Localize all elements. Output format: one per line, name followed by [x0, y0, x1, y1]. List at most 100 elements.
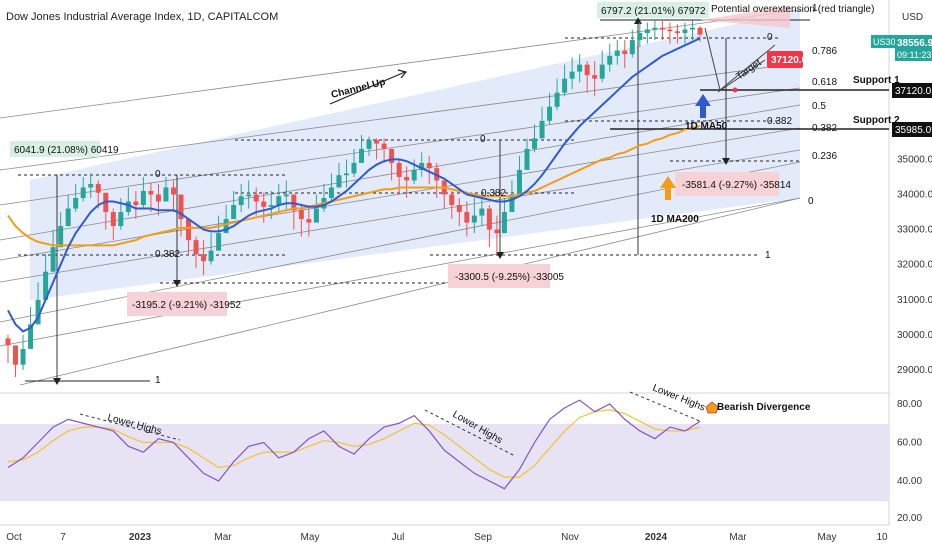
- candle-body: [95, 183, 101, 193]
- candle-body: [65, 208, 71, 227]
- candle-body: [80, 187, 86, 199]
- time-axis-ticks: Oct 7 2023 Mar May Jul Sep Nov 2024 Mar May 10: [6, 532, 888, 543]
- fib-mid-0382: 0.382: [481, 188, 506, 199]
- ma50-label: 1D MA50: [685, 121, 728, 132]
- candle-body: [396, 162, 402, 177]
- ticker-symbol-box[interactable]: [871, 35, 895, 48]
- candle-body: [231, 205, 237, 220]
- candle-body: [426, 162, 432, 169]
- candle-body: [140, 190, 146, 206]
- candle-body: [50, 247, 56, 272]
- candle-body: [5, 338, 11, 346]
- candle-body: [343, 173, 349, 176]
- fib-right-0236: 0.236: [812, 151, 837, 162]
- candle-body: [336, 175, 342, 188]
- rsi-band: [0, 424, 889, 501]
- price-tick-label: 33000.0: [897, 225, 932, 236]
- candle-body: [238, 196, 244, 206]
- candle-body: [201, 254, 207, 262]
- target-dot: [732, 87, 738, 93]
- ticker-countdown: 09:11:23: [897, 50, 931, 60]
- arrow-heads: [53, 17, 730, 385]
- right-drop-label: -3581.4 (-9.27%) -35814: [682, 180, 791, 191]
- time-tick-label: May: [818, 532, 837, 543]
- candle-body: [652, 27, 658, 30]
- fib-right-0786: 0.786: [812, 46, 837, 57]
- left-drop-box: [127, 292, 227, 316]
- time-tick-label: Mar: [729, 532, 747, 543]
- candle-body: [471, 215, 477, 223]
- marker-37120: 37120.0: [895, 86, 932, 97]
- price-tick-label: 32000.0: [897, 260, 932, 271]
- currency-label: USD: [902, 12, 923, 23]
- right-drop-box: [675, 172, 779, 196]
- mid-measure-label: -3300.5 (-9.25%) -33005: [455, 272, 564, 283]
- candle-body: [359, 148, 365, 163]
- candle-body: [562, 78, 568, 93]
- candle-body: [501, 212, 507, 234]
- support2-label: Support 2: [853, 115, 900, 126]
- chart-title: Dow Jones Industrial Average Index, 1D, …: [6, 11, 278, 23]
- time-tick-label: 7: [60, 532, 66, 543]
- candle-body: [464, 212, 470, 223]
- candle-body: [186, 219, 192, 241]
- bearish-divergence-icon: [705, 401, 719, 414]
- candle-body: [584, 64, 590, 76]
- target-arrow: [717, 59, 766, 93]
- projection-path: [704, 27, 776, 91]
- time-tick-label: 10: [876, 532, 888, 543]
- candle-body: [28, 324, 34, 349]
- rsi-tick-label: 40.00: [897, 476, 922, 487]
- candle-body: [667, 29, 673, 32]
- candle-body: [569, 71, 575, 79]
- candle-body: [389, 148, 395, 163]
- candle-body: [328, 187, 334, 199]
- candle-body: [577, 64, 583, 72]
- fib-mid-0: 0: [480, 134, 486, 145]
- candle-body: [404, 176, 410, 181]
- mid-measure-box: [448, 264, 550, 288]
- candle-body: [539, 120, 545, 139]
- candle-body: [637, 33, 643, 41]
- fib-right-05: 0.5: [812, 101, 826, 112]
- left-drop-label: -3195.2 (-9.21%) -31952: [132, 300, 241, 311]
- ma50-line: [7, 37, 701, 333]
- candle-body: [622, 50, 628, 55]
- candle-body: [178, 194, 184, 220]
- time-tick-label: Jul: [392, 532, 405, 543]
- candle-body: [20, 348, 26, 365]
- candle-body: [73, 198, 79, 209]
- rsi-lower-highs-lines: [79, 391, 703, 457]
- left-measure-box: [10, 141, 100, 157]
- ma200-up-arrow: [660, 176, 676, 200]
- marker-35985-box: [892, 122, 932, 137]
- candle-body: [163, 187, 169, 202]
- price-tick-label: 34000.0: [897, 190, 932, 201]
- target-price-label: 37120.0: [771, 55, 808, 66]
- candle-body: [607, 55, 613, 65]
- top-measure-box: [597, 2, 709, 18]
- candle-body: [58, 226, 64, 248]
- time-tick-label: Nov: [561, 532, 579, 543]
- candle-body: [133, 201, 139, 206]
- target-price-box[interactable]: [767, 51, 803, 68]
- candle-body: [689, 27, 695, 30]
- candle-body: [276, 196, 282, 206]
- candle-body: [419, 162, 425, 170]
- candle-body: [43, 271, 49, 300]
- marker-37120-box: [892, 83, 932, 98]
- channel-up-fill: [30, 10, 800, 300]
- candle-body: [298, 210, 304, 220]
- candle-body: [253, 194, 259, 202]
- channel-up-arrowhead: [397, 69, 408, 79]
- time-tick-label: Sep: [474, 532, 492, 543]
- candle-body: [148, 190, 154, 195]
- candle-body: [629, 40, 635, 55]
- ma200-line: [7, 125, 701, 247]
- price-tick-label: 30000.0: [897, 330, 932, 341]
- candle-body: [599, 64, 605, 79]
- ticker-price-box[interactable]: [895, 35, 932, 61]
- time-tick-label: 2024: [645, 532, 668, 543]
- time-tick-label: May: [301, 532, 320, 543]
